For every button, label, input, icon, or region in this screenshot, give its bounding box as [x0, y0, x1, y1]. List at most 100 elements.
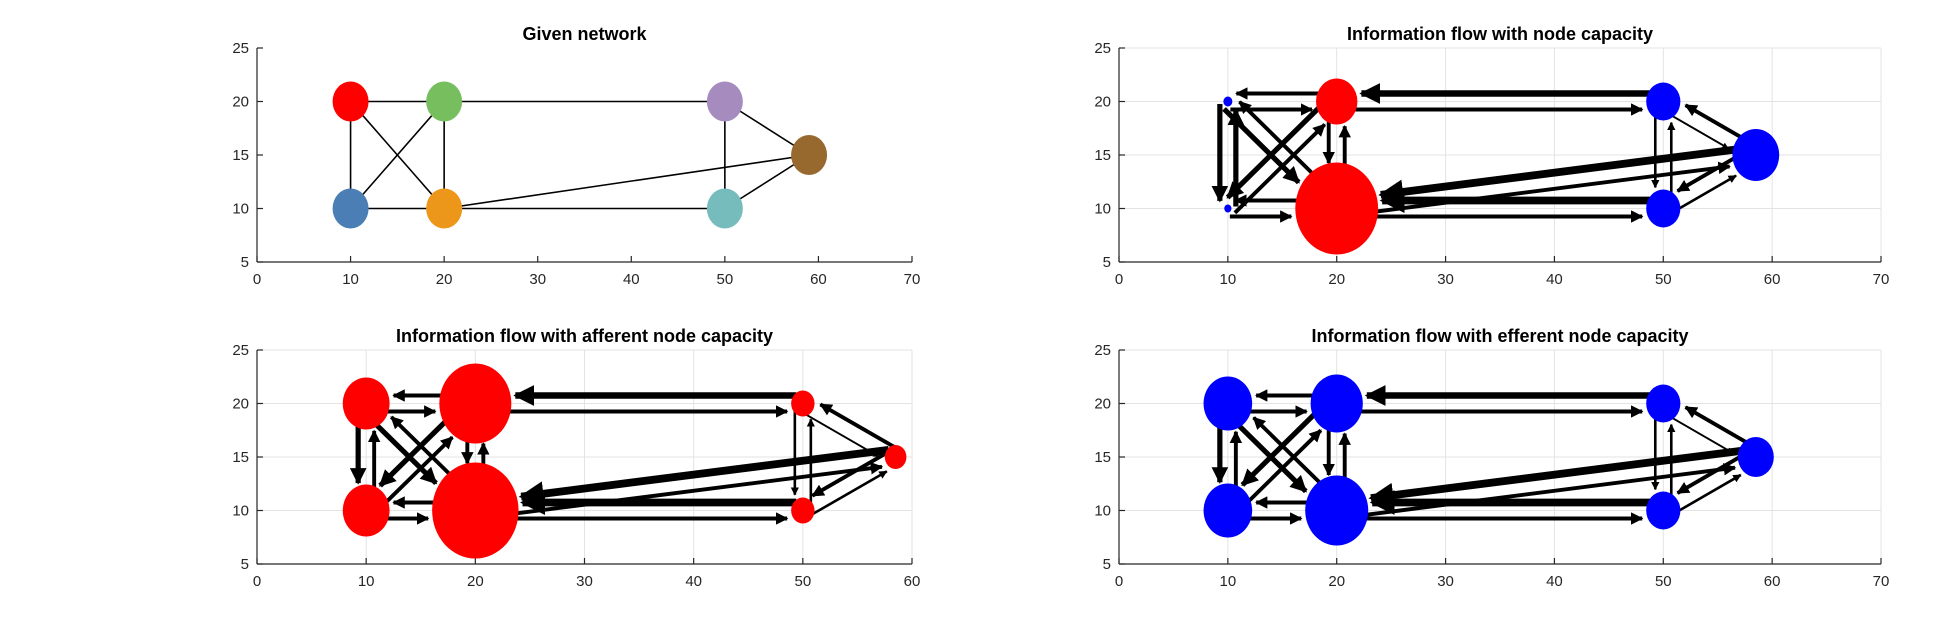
- flow-arrow: [1368, 446, 1746, 508]
- flow-arrow: [1684, 103, 1750, 144]
- flow-arrow: [378, 409, 458, 488]
- flow-arrow: [1667, 112, 1729, 150]
- network-node: [1203, 483, 1253, 538]
- network-node: [706, 188, 743, 229]
- x-tick-label: 20: [1328, 573, 1345, 590]
- network-node: [1646, 384, 1681, 423]
- x-tick-label: 40: [1546, 573, 1563, 590]
- flow-arrow: [1233, 123, 1327, 215]
- network-edge: [349, 100, 445, 210]
- network-node: [1646, 491, 1681, 530]
- flow-arrow: [1667, 414, 1734, 454]
- network-node: [1732, 129, 1780, 181]
- chart-panel-3: 0 10 20 30 40 50 60 5 10 15 20 25 Information flow w…: [232, 326, 920, 590]
- flow-arrow: [1225, 102, 1325, 200]
- x-tick-label: 60: [904, 573, 921, 590]
- y-tick-label: 15: [232, 147, 249, 164]
- flow-arrow: [518, 445, 890, 507]
- x-tick-label: 30: [529, 271, 546, 288]
- y-tick-label: 10: [1094, 503, 1111, 520]
- network-node: [426, 188, 463, 229]
- network-node: [791, 497, 815, 524]
- x-tick-label: 30: [1437, 573, 1454, 590]
- network-node: [1737, 437, 1774, 477]
- y-tick-label: 5: [241, 556, 249, 573]
- x-tick-label: 50: [1655, 271, 1672, 288]
- flow-arrow: [1674, 473, 1742, 514]
- network-node: [884, 445, 907, 469]
- network-node: [432, 462, 519, 559]
- network-node: [1203, 376, 1253, 431]
- x-tick-label: 50: [717, 271, 734, 288]
- x-tick-label: 0: [1115, 573, 1123, 590]
- network-node: [1224, 204, 1232, 213]
- y-tick-label: 5: [241, 254, 249, 271]
- y-tick-label: 25: [232, 40, 249, 57]
- chart-panel-1: 0 10 20 30 40 50 60 70 5 10 15 20 25 Given network: [232, 24, 920, 288]
- network-node: [1305, 475, 1369, 546]
- flow-arrow: [499, 462, 884, 518]
- network-node: [1295, 162, 1379, 255]
- x-tick-label: 40: [685, 573, 702, 590]
- network-node: [332, 81, 369, 122]
- x-tick-label: 20: [436, 271, 453, 288]
- x-tick-label: 60: [810, 271, 827, 288]
- x-tick-label: 70: [1873, 573, 1890, 590]
- y-tick-label: 10: [232, 503, 249, 520]
- chart-title: Information flow with node capacity: [1347, 24, 1653, 44]
- flow-arrow: [1360, 161, 1731, 216]
- y-tick-label: 5: [1103, 556, 1111, 573]
- y-tick-label: 15: [1094, 147, 1111, 164]
- x-tick-label: 70: [904, 271, 921, 288]
- network-node: [1646, 82, 1681, 121]
- flow-arrow: [1354, 462, 1737, 519]
- x-tick-label: 0: [1115, 271, 1123, 288]
- x-tick-label: 30: [1437, 271, 1454, 288]
- y-tick-label: 5: [1103, 254, 1111, 271]
- flow-arrow: [1674, 174, 1737, 212]
- x-tick-label: 20: [1328, 271, 1345, 288]
- x-tick-label: 0: [253, 573, 261, 590]
- chart-title: Information flow with afferent node capa…: [396, 326, 773, 346]
- x-tick-label: 40: [1546, 271, 1563, 288]
- y-tick-label: 20: [1094, 94, 1111, 111]
- flow-arrow: [379, 435, 454, 509]
- flow-arrow: [811, 470, 888, 516]
- x-tick-label: 20: [467, 573, 484, 590]
- chart-title: Given network: [522, 24, 647, 44]
- x-tick-label: 30: [576, 573, 593, 590]
- flow-arrow: [1378, 144, 1743, 205]
- flow-arrow: [1252, 416, 1332, 494]
- x-tick-label: 10: [1220, 271, 1237, 288]
- network-node: [342, 484, 390, 537]
- network-node: [1646, 189, 1681, 228]
- chart-panel-2: 0 10 20 30 40 50 60 70 5 10 15 20 25 Information flow…: [1094, 24, 1889, 288]
- x-tick-label: 70: [1873, 271, 1890, 288]
- y-tick-label: 25: [1094, 40, 1111, 57]
- network-node: [342, 377, 390, 430]
- flow-arrow: [1240, 406, 1323, 487]
- y-tick-label: 25: [232, 342, 249, 359]
- flow-arrow: [811, 451, 888, 498]
- y-tick-label: 20: [232, 396, 249, 413]
- y-tick-label: 20: [1094, 396, 1111, 413]
- network-node: [332, 188, 369, 229]
- y-tick-label: 10: [1094, 201, 1111, 218]
- flow-arrow: [368, 416, 438, 486]
- flow-arrow: [1241, 428, 1323, 509]
- y-tick-label: 25: [1094, 342, 1111, 359]
- flow-arrow: [1230, 416, 1308, 494]
- chart-title: Information flow with efferent node capa…: [1311, 326, 1688, 346]
- y-tick-label: 15: [1094, 449, 1111, 466]
- x-tick-label: 10: [1220, 573, 1237, 590]
- y-tick-label: 10: [232, 201, 249, 218]
- network-node: [439, 363, 512, 444]
- x-tick-label: 10: [358, 573, 375, 590]
- x-tick-label: 60: [1764, 573, 1781, 590]
- chart-panel-4: 0 10 20 30 40 50 60 70 5 10 15 20 25 Information flow…: [1094, 326, 1889, 590]
- flow-arrow: [1684, 405, 1753, 447]
- network-edge: [444, 154, 810, 210]
- network-node: [706, 81, 743, 122]
- network-node: [1310, 374, 1363, 433]
